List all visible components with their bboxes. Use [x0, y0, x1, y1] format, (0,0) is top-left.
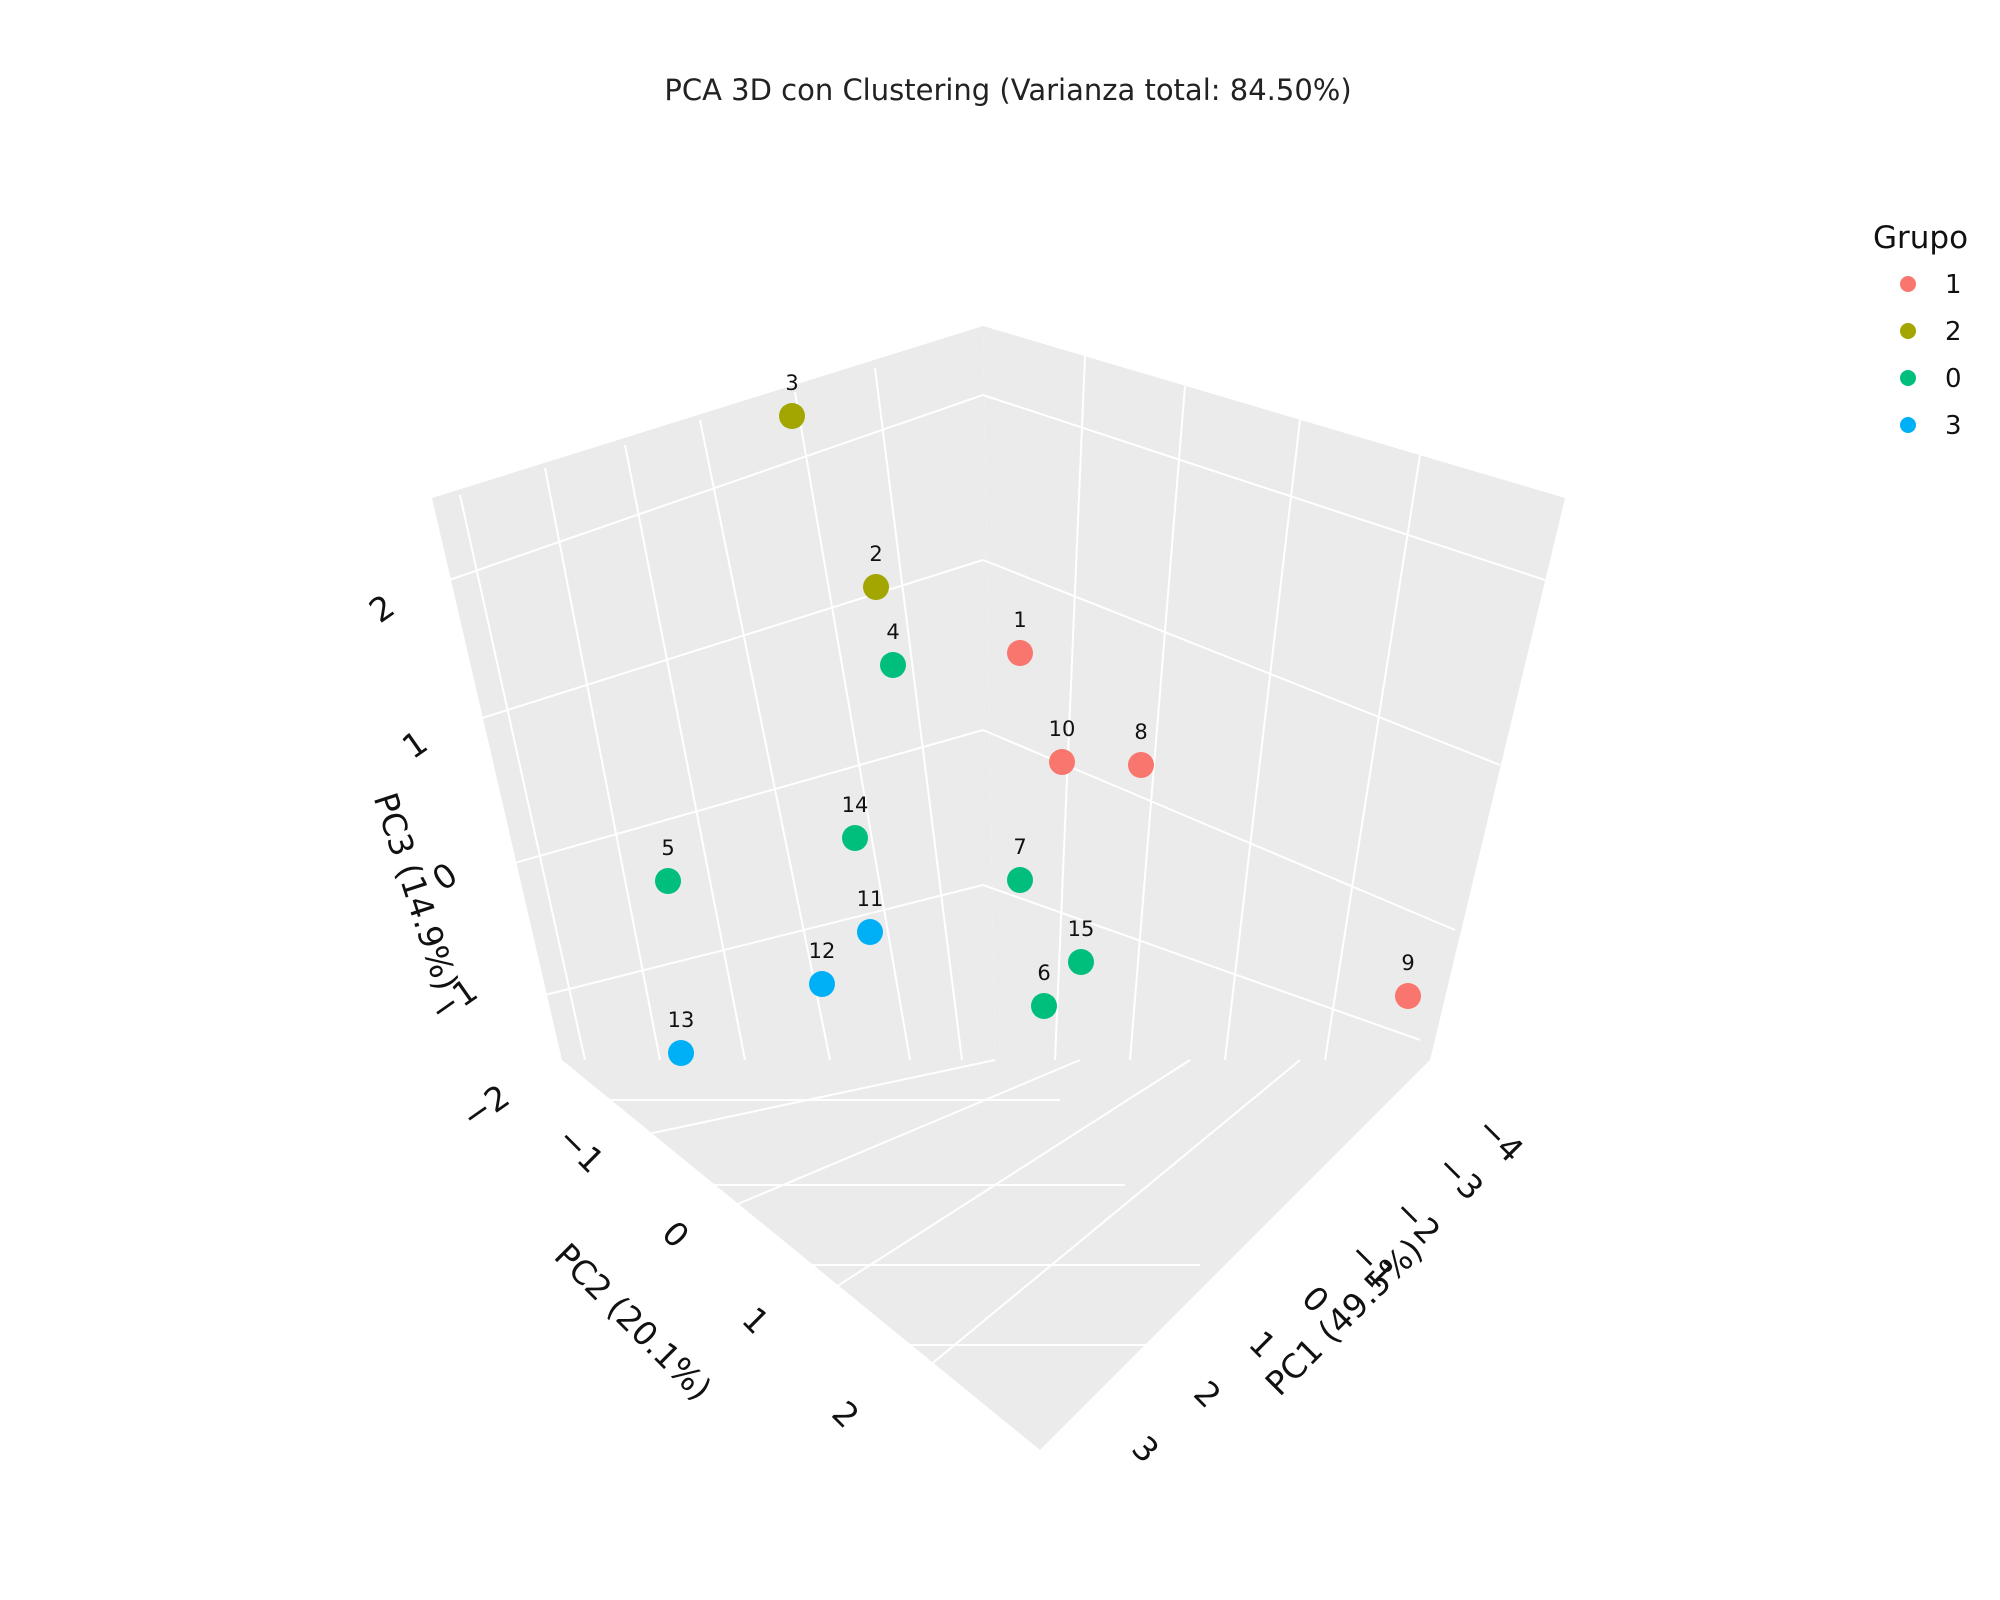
data-point [1007, 640, 1033, 666]
gridline [699, 419, 831, 1061]
legend-marker [1900, 417, 1916, 433]
data-point [857, 919, 883, 945]
gridline [1224, 419, 1301, 1061]
legend-marker [1900, 276, 1916, 292]
x-tick-label: −3 [1429, 1146, 1491, 1208]
point-label: 5 [661, 836, 674, 860]
gridlines [434, 355, 1546, 1391]
data-point [1031, 993, 1057, 1019]
gridline [434, 394, 984, 586]
gridline [794, 391, 911, 1061]
point-label: 4 [886, 620, 899, 644]
gridline [1129, 385, 1186, 1061]
legend-label: 2 [1945, 317, 1962, 347]
legend-marker [1900, 323, 1916, 339]
point-label: 11 [857, 887, 884, 911]
y-tick-label: −1 [550, 1119, 612, 1181]
legend-items: 1 2 0 3 [1900, 270, 1962, 441]
legend-label: 0 [1945, 364, 1962, 394]
x-tick-label: 2 [1186, 1373, 1228, 1415]
gridline [459, 559, 984, 726]
gridline [899, 1059, 1301, 1391]
gridline [544, 467, 661, 1061]
y-tick-label: 0 [654, 1213, 696, 1255]
data-point [1395, 983, 1421, 1009]
data-point [655, 868, 681, 894]
gridline [982, 884, 1421, 1041]
legend-label: 1 [1945, 270, 1962, 300]
data-point [779, 403, 805, 429]
point-label: 10 [1049, 717, 1076, 741]
z-tick-label: 1 [395, 723, 435, 767]
y-axis-title: PC2 (20.1%) [547, 1236, 720, 1409]
gridline [1054, 355, 1086, 1061]
point-label: 3 [785, 371, 798, 395]
point-label: 12 [809, 939, 836, 963]
gridline [624, 444, 746, 1061]
point-label: 7 [1013, 835, 1026, 859]
z-tick-label: 2 [362, 587, 402, 631]
point-label: 13 [668, 1008, 695, 1032]
gridline [524, 884, 984, 1001]
floor [562, 1060, 1430, 1450]
y-tick-label: 1 [734, 1299, 776, 1341]
z-tick-label: −2 [454, 1077, 516, 1137]
x-tick-label: −4 [1469, 1108, 1531, 1170]
legend-label: 3 [1945, 411, 1962, 441]
gridline [982, 394, 1546, 581]
point-label: 2 [869, 542, 882, 566]
data-points: 1 10 8 9 3 2 4 14 5 7 15 6 11 12 13 [655, 371, 1421, 1066]
legend-marker [1900, 370, 1916, 386]
data-point [1068, 949, 1094, 975]
point-label: 14 [842, 793, 869, 817]
gridline [699, 1059, 1081, 1221]
point-label: 9 [1401, 951, 1414, 975]
legend: Grupo 1 2 0 3 [1873, 220, 1968, 441]
point-label: 15 [1068, 917, 1095, 941]
x-tick-label: 3 [1124, 1428, 1166, 1470]
data-point [863, 574, 889, 600]
gridline [874, 367, 963, 1061]
back-wall-right [983, 326, 1565, 1060]
legend-title: Grupo [1873, 220, 1968, 256]
point-label: 1 [1013, 608, 1026, 632]
point-label: 6 [1037, 961, 1050, 985]
data-point [1007, 867, 1033, 893]
y-tick-label: 2 [824, 1393, 866, 1435]
gridline [489, 729, 984, 871]
point-label: 8 [1134, 720, 1147, 744]
data-point [1128, 752, 1154, 778]
data-point [842, 825, 868, 851]
gridline [1324, 454, 1421, 1061]
data-point [1049, 749, 1075, 775]
back-wall-left [432, 326, 995, 1060]
x-axis-title: PC1 (49.5%) [1258, 1231, 1431, 1404]
gridline [459, 494, 586, 1061]
chart-title: PCA 3D con Clustering (Varianza total: 8… [664, 73, 1351, 107]
data-point [809, 971, 835, 997]
data-point [880, 652, 906, 678]
gridline [982, 559, 1501, 766]
data-point [668, 1040, 694, 1066]
